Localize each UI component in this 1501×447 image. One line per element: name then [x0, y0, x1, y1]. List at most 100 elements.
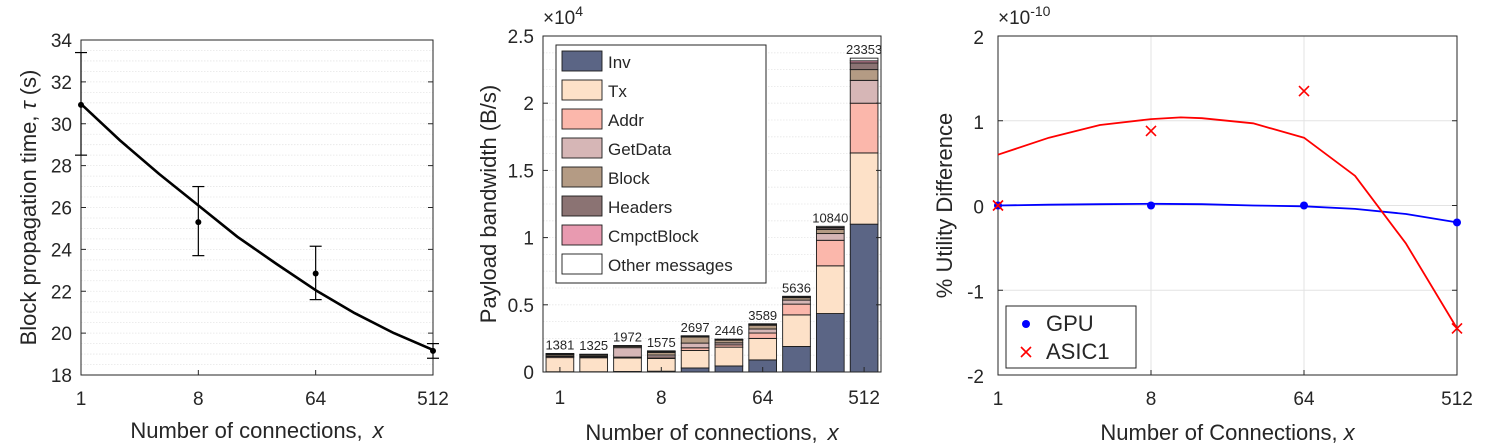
bar-segment: [782, 314, 811, 347]
bar-segment: [849, 69, 879, 81]
y-tick-label: 26: [51, 199, 72, 220]
legend-swatch: [561, 108, 603, 130]
y-tick-label: 1: [523, 229, 534, 250]
data-point: [1298, 85, 1310, 97]
x-axis-label-text: Number of connections,: [585, 420, 817, 445]
y-tick-label: 28: [51, 157, 72, 178]
legend-label: GPU: [1046, 311, 1094, 336]
legend-label: Tx: [608, 82, 627, 101]
bar-total-label: 2697: [681, 320, 710, 335]
bar-segment: [849, 102, 879, 154]
data-point: [312, 270, 319, 277]
legend: Inv Tx Addr GetData Block Headers CmpctBlock Ot…: [555, 44, 767, 284]
x-axis-variable: x: [372, 418, 385, 443]
bar-segment: [815, 239, 845, 267]
legend-swatch: [561, 224, 603, 246]
y-tick-label: 1: [973, 113, 984, 134]
data-point: [992, 199, 1004, 212]
x-axis-label-text: Number of Connections,: [1100, 420, 1337, 445]
bar-total-label: 1325: [579, 338, 608, 353]
data-point: [1147, 201, 1155, 210]
bar-segment: [748, 328, 778, 334]
y-tick-label: 30: [51, 115, 72, 136]
x-tick-label: 64: [305, 389, 327, 410]
x-tick-label: 1: [555, 388, 566, 409]
y-exponent-label: ×104: [543, 3, 583, 29]
x-tick-label: 8: [1146, 389, 1157, 410]
y-tick-label: 2: [523, 94, 534, 115]
legend-label: Addr: [608, 111, 644, 130]
bar-total-label: 2446: [714, 323, 743, 338]
y-tick-label: 18: [51, 366, 72, 387]
legend-label: Inv: [608, 53, 631, 72]
x-tick-label: 8: [193, 389, 204, 410]
x-axis-label: Number of connections, x: [585, 420, 839, 445]
legend-label: Headers: [608, 198, 672, 217]
legend-swatch: [561, 195, 603, 217]
x-tick-label: 512: [417, 389, 449, 410]
x-axis-variable: x: [827, 420, 840, 445]
y-tick-label: 0.5: [508, 296, 534, 317]
legend: GPU ASIC1: [1005, 305, 1137, 369]
fit-curve: [80, 102, 434, 352]
bar-total-label: 5636: [782, 280, 811, 295]
x-tick-label: 1: [76, 389, 87, 410]
fit-curve-asic1: [997, 116, 1458, 329]
y-tick-label: 22: [51, 282, 72, 303]
y-tick-label: 32: [51, 73, 72, 94]
bar-total-label: 3589: [748, 308, 777, 323]
bar-segment: [714, 346, 744, 367]
bar-segment: [849, 57, 879, 62]
y-tick-label: 34: [51, 31, 73, 52]
y-axis-unit: (s): [16, 70, 41, 96]
bar-segment: [613, 347, 642, 358]
legend-label: ASIC1: [1046, 339, 1110, 364]
y-tick-label: 2.5: [508, 27, 534, 48]
bar-total-label: 1972: [613, 329, 642, 344]
bar-segment: [815, 265, 845, 314]
plot-area: [81, 40, 433, 375]
bar-segment: [782, 346, 811, 373]
x-axis-label-text: Number of connections,: [130, 418, 362, 443]
y-exponent-label: ×10-10: [998, 3, 1051, 29]
legend-marker: [1022, 320, 1030, 328]
legend-swatch: [561, 253, 603, 275]
y-tick-label: 24: [51, 240, 73, 261]
bar-segment: [849, 79, 879, 104]
y-axis-label: Block propagation time, τ (s): [16, 70, 41, 346]
y-tick-label: 0: [523, 363, 534, 384]
bar-segment: [680, 367, 710, 373]
bar-segment: [748, 324, 778, 330]
legend-swatch: [561, 79, 603, 101]
bar-segment: [782, 299, 811, 305]
y-exponent-power: 4: [575, 3, 583, 19]
data-point: [1300, 201, 1308, 210]
bar-segment: [748, 332, 778, 339]
x-axis-label: Number of connections, x: [130, 418, 384, 443]
y-axis-label: Payload bandwidth (B/s): [476, 85, 501, 323]
y-tick-label: 2: [973, 28, 984, 49]
bar-segment: [579, 357, 609, 373]
y-tick-label: 1.5: [508, 161, 534, 182]
x-tick-label: 1: [993, 389, 1004, 410]
x-axis-label: Number of Connections, x: [1100, 420, 1355, 445]
legend-marker: [1020, 346, 1032, 358]
y-tick-label: -2: [967, 367, 984, 388]
bar-segment: [646, 350, 676, 352]
bar-segment: [849, 152, 879, 225]
y-exponent-base: ×10: [543, 8, 575, 29]
bar-total-label: 1575: [647, 335, 676, 350]
data-point: [1145, 125, 1157, 137]
legend-label: Other messages: [608, 256, 733, 275]
x-tick-label: 64: [1293, 389, 1315, 410]
x-tick-label: 512: [848, 388, 880, 409]
y-tick-label: 0: [973, 198, 984, 219]
legend-box: [1005, 305, 1137, 369]
y-axis-label: % Utility Difference: [932, 113, 957, 298]
data-point: [430, 347, 436, 354]
legend-swatch: [561, 166, 603, 188]
legend-swatch: [561, 137, 603, 159]
bar-segment: [849, 62, 879, 71]
data-point: [1453, 218, 1461, 227]
